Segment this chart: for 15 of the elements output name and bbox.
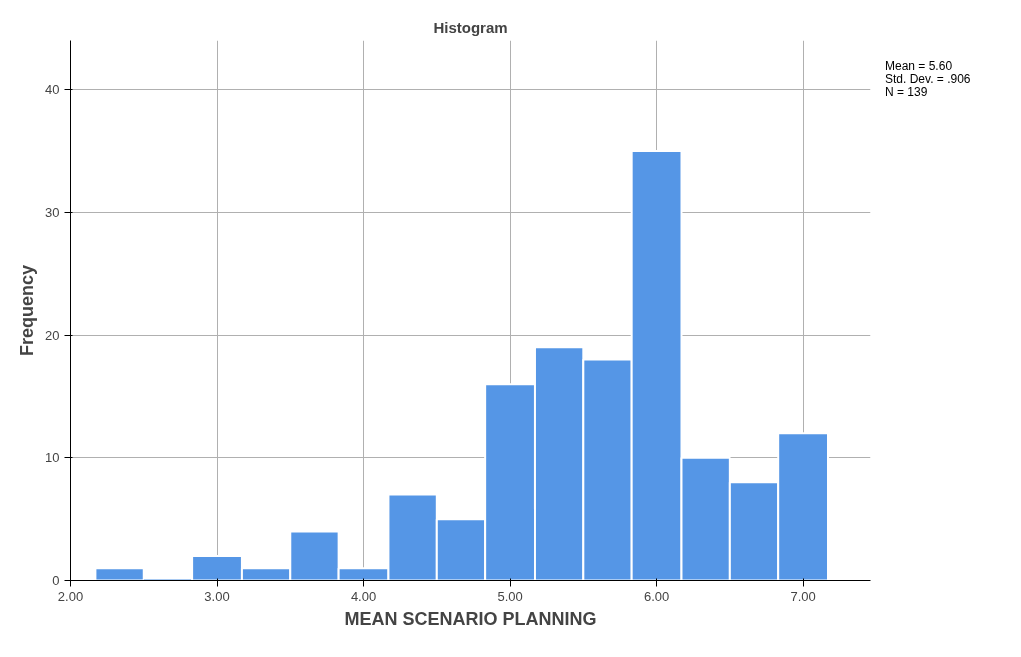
y-tick-label: 20 bbox=[45, 327, 60, 343]
x-tick-label: 3.00 bbox=[204, 588, 230, 604]
y-tick-label: 10 bbox=[45, 450, 60, 466]
y-axis-title: Frequency bbox=[17, 264, 38, 357]
text: Mean = 5.60 Std. Dev. = .906 N = 139 bbox=[885, 59, 971, 99]
y-tick-label: 30 bbox=[45, 204, 60, 220]
x-tick-label: 7.00 bbox=[790, 588, 816, 604]
y-tick-label: 40 bbox=[45, 82, 60, 98]
x-tick-label: 5.00 bbox=[497, 588, 523, 604]
chart-title: Histogram bbox=[433, 18, 508, 36]
x-tick-label: 2.00 bbox=[57, 588, 84, 604]
x-axis-title: MEAN SCENARIO PLANNING bbox=[344, 608, 597, 629]
x-tick-label: 4.00 bbox=[350, 588, 377, 604]
x-tick-label: 6.00 bbox=[643, 588, 670, 604]
y-tick-label: 0 bbox=[52, 573, 60, 588]
